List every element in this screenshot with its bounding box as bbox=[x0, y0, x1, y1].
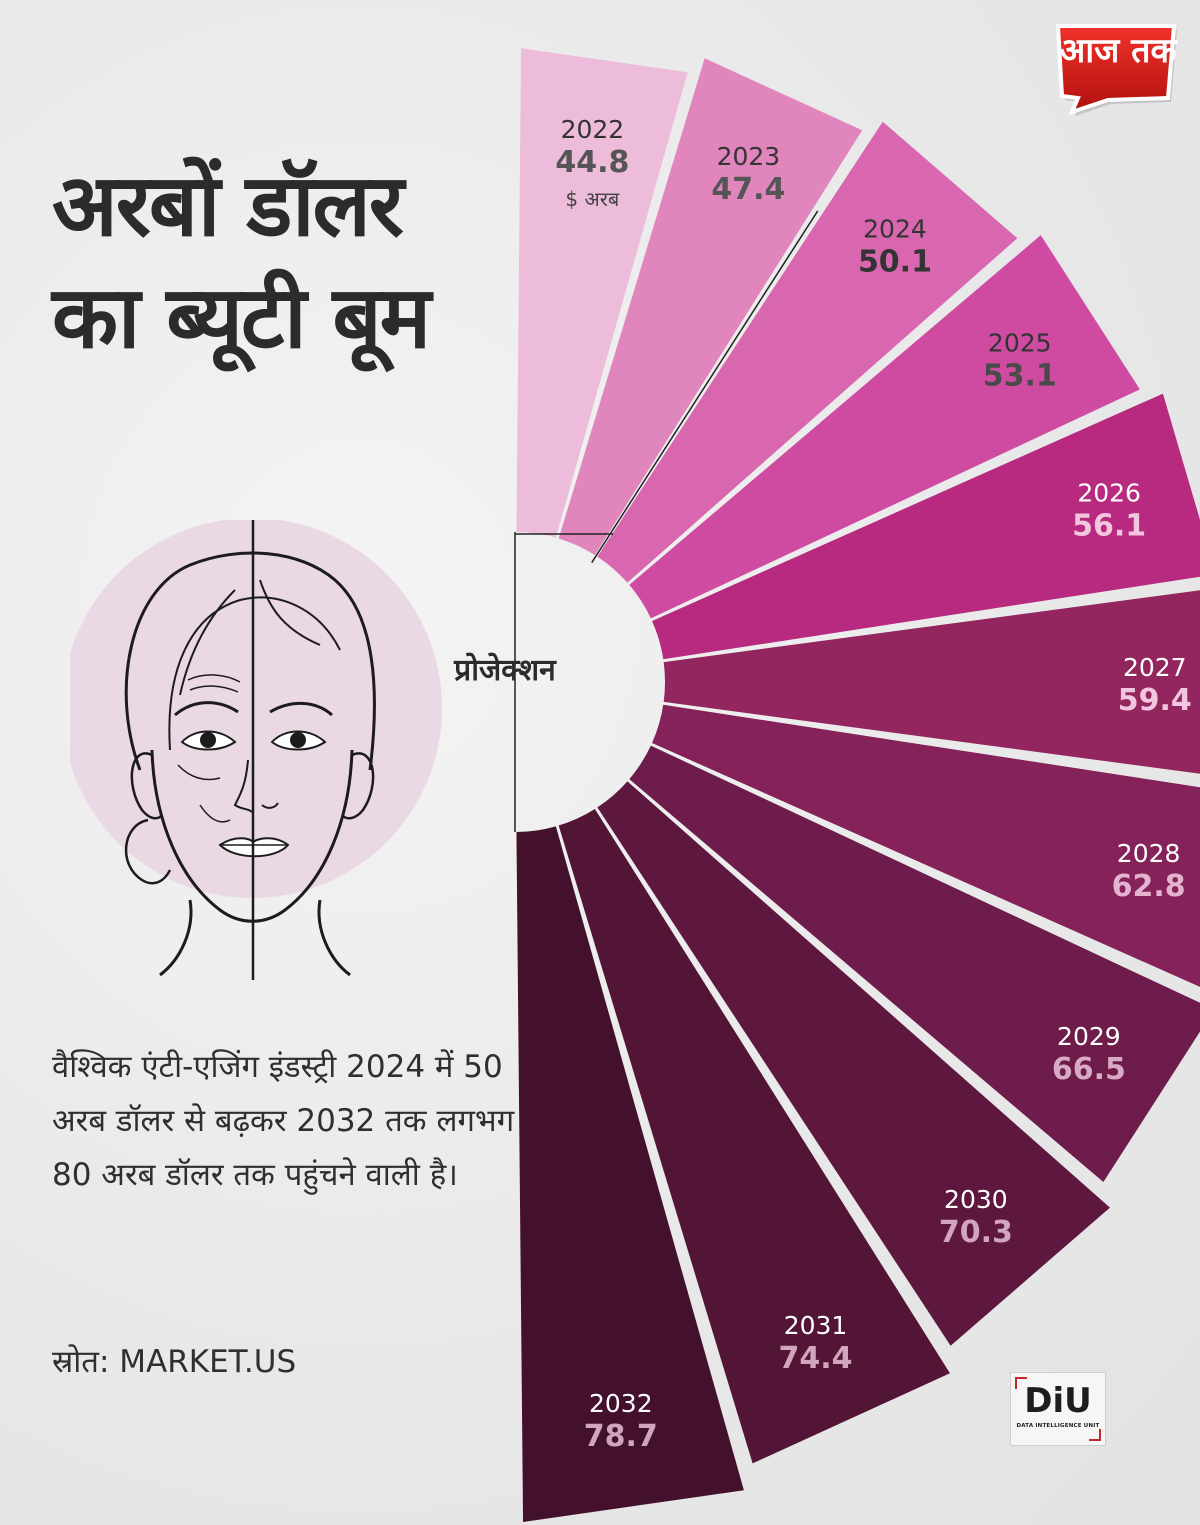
year-label: 2026 bbox=[1077, 479, 1141, 508]
face-illustration bbox=[62, 518, 450, 980]
value-label: 78.7 bbox=[584, 1419, 658, 1454]
year-label: 2025 bbox=[988, 329, 1052, 358]
projection-divider-line bbox=[591, 210, 819, 563]
unit-label: $ अरब bbox=[565, 187, 620, 211]
year-label: 2027 bbox=[1123, 653, 1187, 682]
value-label: 47.4 bbox=[711, 172, 785, 207]
aajtak-logo-icon bbox=[1055, 24, 1177, 116]
diu-logo-corner-icon bbox=[1089, 1429, 1101, 1441]
year-label: 2032 bbox=[589, 1389, 653, 1418]
year-label: 2028 bbox=[1117, 839, 1181, 868]
diu-logo-subtitle: DATA INTELLIGENCE UNIT bbox=[1016, 1423, 1100, 1429]
bar-2025 bbox=[629, 235, 1140, 619]
aajtak-logo-text: आज तक bbox=[1059, 31, 1177, 71]
description-text: वैश्विक एंटी-एजिंग इंडस्ट्री 2024 में 50… bbox=[52, 1049, 515, 1193]
value-label: 59.4 bbox=[1118, 683, 1192, 718]
year-label: 2030 bbox=[944, 1185, 1008, 1214]
year-label: 2023 bbox=[717, 142, 781, 171]
bar-2027 bbox=[663, 590, 1200, 774]
bar-2026 bbox=[652, 393, 1200, 660]
bar-2024 bbox=[597, 121, 1018, 583]
bar-2030 bbox=[597, 781, 1110, 1346]
year-label: 2031 bbox=[784, 1311, 848, 1340]
page-title: अरबों डॉलर का ब्यूटी बूम bbox=[52, 156, 431, 368]
bar-2031 bbox=[558, 808, 950, 1464]
bar-2028 bbox=[652, 704, 1200, 987]
year-label: 2029 bbox=[1057, 1022, 1121, 1051]
diu-logo-corner-icon bbox=[1015, 1377, 1027, 1389]
source-text: स्रोत: MARKET.US bbox=[52, 1344, 297, 1380]
value-label: 74.4 bbox=[778, 1341, 852, 1376]
aajtak-logo: आज तक bbox=[1048, 12, 1188, 122]
value-label: 56.1 bbox=[1072, 509, 1146, 544]
year-label: 2022 bbox=[561, 115, 625, 144]
value-label: 66.5 bbox=[1052, 1052, 1126, 1087]
diu-logo-main: DiU bbox=[1024, 1381, 1092, 1421]
bar-2032 bbox=[516, 826, 744, 1522]
value-label: 53.1 bbox=[983, 359, 1057, 394]
value-label: 70.3 bbox=[939, 1215, 1013, 1250]
bar-2029 bbox=[629, 745, 1200, 1183]
projection-label: प्रोजेक्शन bbox=[453, 652, 557, 688]
bar-2023 bbox=[558, 58, 863, 556]
value-label: 44.8 bbox=[555, 145, 629, 180]
value-label: 50.1 bbox=[858, 245, 932, 280]
value-label: 62.8 bbox=[1112, 869, 1186, 904]
diu-logo: DiU DATA INTELLIGENCE UNIT bbox=[1010, 1372, 1106, 1446]
year-label: 2024 bbox=[863, 215, 927, 244]
bar-2022 bbox=[516, 48, 688, 538]
